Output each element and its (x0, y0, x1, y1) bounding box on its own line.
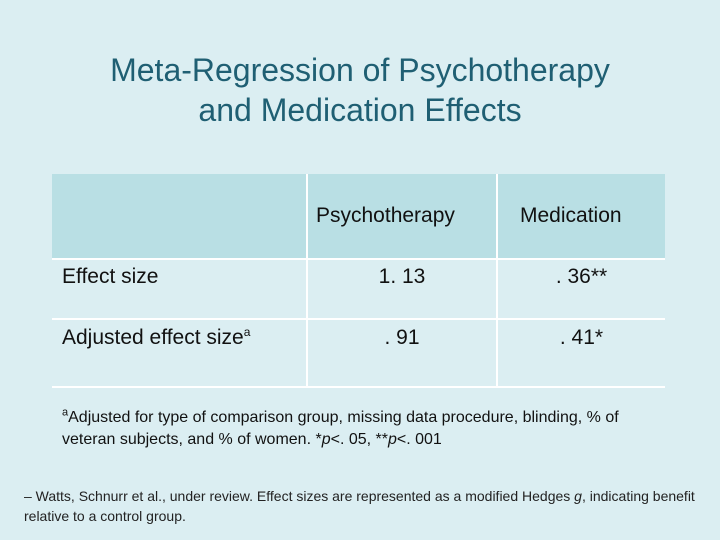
slide-title-line-2: and Medication Effects (198, 92, 522, 128)
column-divider (306, 174, 308, 386)
column-header-psychotherapy: Psychotherapy (316, 204, 455, 227)
footnote-text-2: <. 05, ** (330, 431, 388, 448)
citation-g-symbol: g (574, 488, 582, 504)
source-citation: – Watts, Schnurr et al., under review. E… (24, 486, 704, 526)
footnote-marker: a (62, 406, 69, 419)
footnote-text-3: <. 001 (396, 431, 442, 448)
cell-medication-adjusted: . 41* (559, 326, 604, 349)
row-label-adjusted-effect-size: Adjusted effect sizea (62, 325, 251, 349)
table-footnote: aAdjusted for type of comparison group, … (62, 407, 662, 451)
footnote-p-symbol: p (321, 431, 331, 448)
cell-medication-effect-size: . 36** (555, 265, 608, 288)
results-table: Psychotherapy Medication Effect size 1. … (52, 174, 665, 460)
row-divider (52, 386, 665, 388)
row-label-effect-size: Effect size (62, 265, 159, 288)
citation-text-1: – Watts, Schnurr et al., under review. E… (24, 488, 575, 504)
row-divider (52, 258, 665, 260)
footnote-marker: a (243, 325, 251, 339)
cell-psychotherapy-effect-size: 1. 13 (378, 265, 426, 288)
slide-title: Meta-Regression of Psychotherapy and Med… (0, 50, 720, 130)
cell-psychotherapy-adjusted: . 91 (384, 326, 420, 349)
slide-title-line-1: Meta-Regression of Psychotherapy (110, 52, 610, 88)
table-header-row (52, 174, 665, 258)
column-header-medication: Medication (520, 204, 622, 227)
footnote-p-symbol: p (387, 431, 397, 448)
column-divider (496, 174, 498, 386)
footnote-text-1: Adjusted for type of comparison group, m… (62, 409, 619, 448)
row-divider (52, 318, 665, 320)
citation-text-2: , indicating benefit relative to a contr… (24, 488, 695, 524)
